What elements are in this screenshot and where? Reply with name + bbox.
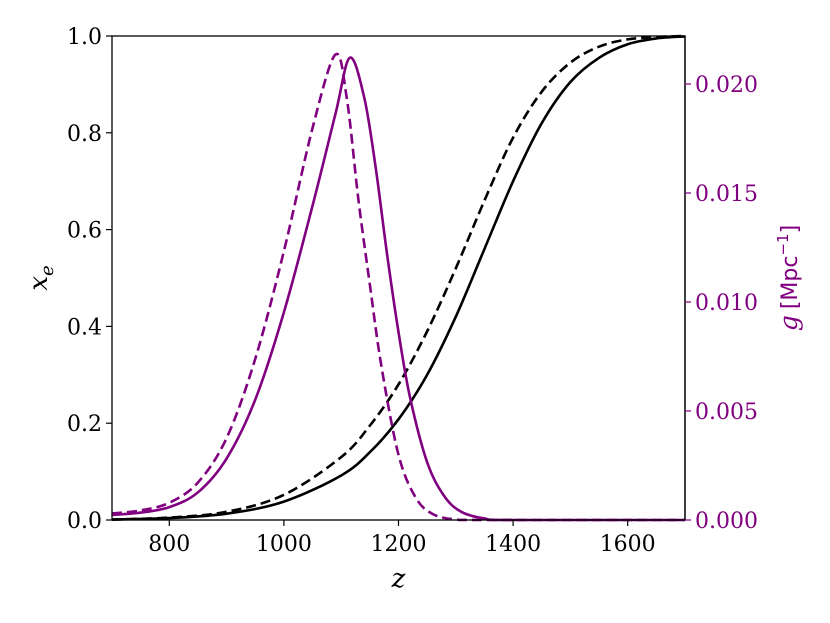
y-left-tick-label: 0.8: [67, 122, 102, 147]
ionization-fraction-solid-line: [111, 35, 686, 521]
x-tick-label: 1000: [256, 532, 312, 557]
x-tick-label: 1400: [485, 532, 541, 557]
y-left-tick-label: 1.0: [67, 25, 102, 50]
y-left-tick-label: 0.6: [67, 219, 102, 244]
visibility-function-dashed-line: [111, 52, 685, 522]
y-right-tick-label: 0.010: [695, 291, 758, 316]
series-layer: [111, 34, 686, 522]
y-right-axis-label: g[Mpc−1]: [774, 225, 803, 331]
y-right-tick-label: 0.020: [695, 73, 758, 98]
y-right-tick-label: 0.015: [695, 182, 758, 207]
x-tick-label: 1600: [600, 532, 656, 557]
y-right-tick-label: 0.005: [695, 400, 758, 425]
x-tick-label: 800: [148, 532, 190, 557]
y-left-tick-label: 0.4: [67, 315, 102, 340]
y-left-axis-label: xe: [24, 265, 58, 290]
x-tick-label: 1200: [371, 532, 427, 557]
x-axis-label: z: [391, 564, 406, 594]
ticks-layer: 800 1000 1200 1400 1600 0.0 0.2 0.4 0.6 0.8 1.0 0.0…: [67, 25, 758, 557]
y-right-tick-label: 0.000: [695, 509, 758, 534]
ionization-fraction-dashed-line: [111, 34, 686, 521]
visibility-function-solid-line: [111, 56, 685, 522]
y-left-tick-label: 0.0: [67, 509, 102, 534]
plot-area: [112, 36, 685, 520]
y-left-tick-label: 0.2: [67, 412, 102, 437]
